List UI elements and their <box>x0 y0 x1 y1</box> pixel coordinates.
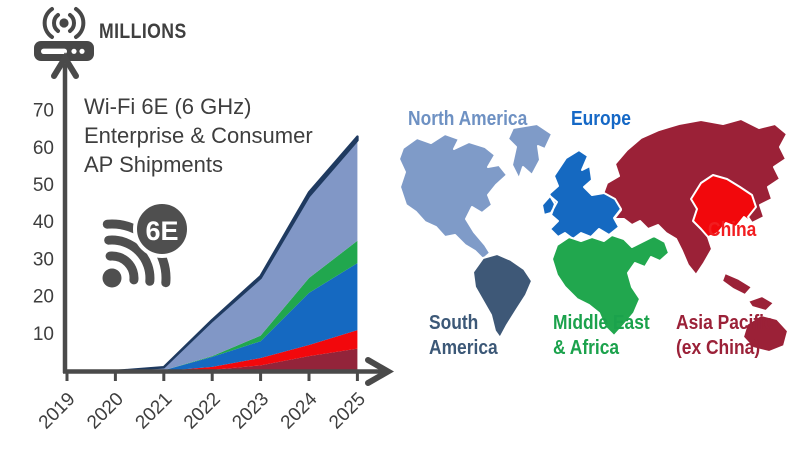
label-europe: Europe <box>571 108 631 130</box>
area-south-america <box>65 135 359 373</box>
y-tick-label: 50 <box>33 175 54 196</box>
label-north-america: North America <box>408 108 528 130</box>
area-north-america <box>67 140 358 371</box>
area-europe <box>67 263 358 371</box>
x-tick-label: 2025 <box>325 389 370 434</box>
area-asia-pacific-ex-china <box>67 348 358 371</box>
x-tick-label: 2022 <box>180 389 225 434</box>
x-tick-label: 2020 <box>83 389 128 434</box>
y-tick-label: 70 <box>33 101 54 122</box>
chart-title: Wi-Fi 6E (6 GHz) Enterprise & Consumer A… <box>84 94 313 178</box>
ap-shipments-stacked-area-chart: 10 20 30 40 50 60 70 2019 2020 2021 2022 2023 2024 20… <box>33 52 395 434</box>
y-tick-label: 20 <box>33 287 54 308</box>
x-tick-label: 2023 <box>228 389 273 434</box>
x-tick-label: 2019 <box>35 389 80 434</box>
y-axis-arrowhead <box>51 52 79 79</box>
label-china: China <box>708 219 757 241</box>
label-south-america: South America <box>429 312 498 359</box>
label-asia-pacific-ex-china: Asia Pacific (ex China) <box>676 312 774 359</box>
y-tick-label: 60 <box>33 138 54 159</box>
region-asia-pacific-ex-china <box>602 118 789 353</box>
y-tick-label: 10 <box>33 324 54 345</box>
y-tick-label: 30 <box>33 249 54 270</box>
region-middle-east-africa <box>551 234 670 337</box>
y-tick-label: 40 <box>33 212 54 233</box>
x-tick-label: 2024 <box>277 388 322 433</box>
region-south-america <box>472 253 533 339</box>
wifi-6e-icon: 6E <box>102 200 191 288</box>
wifi-6e-badge-text: 6E <box>145 216 178 246</box>
area-china <box>67 330 358 371</box>
label-middle-east-africa: Middle East & Africa <box>553 312 650 359</box>
access-point-icon <box>34 7 94 61</box>
region-north-america <box>398 123 553 260</box>
units-label: MILLIONS <box>99 20 187 43</box>
world-map <box>398 118 789 353</box>
x-axis-arrowhead <box>365 357 395 386</box>
region-china <box>690 174 757 238</box>
x-tick-label: 2021 <box>132 389 177 434</box>
region-europe <box>541 149 622 240</box>
